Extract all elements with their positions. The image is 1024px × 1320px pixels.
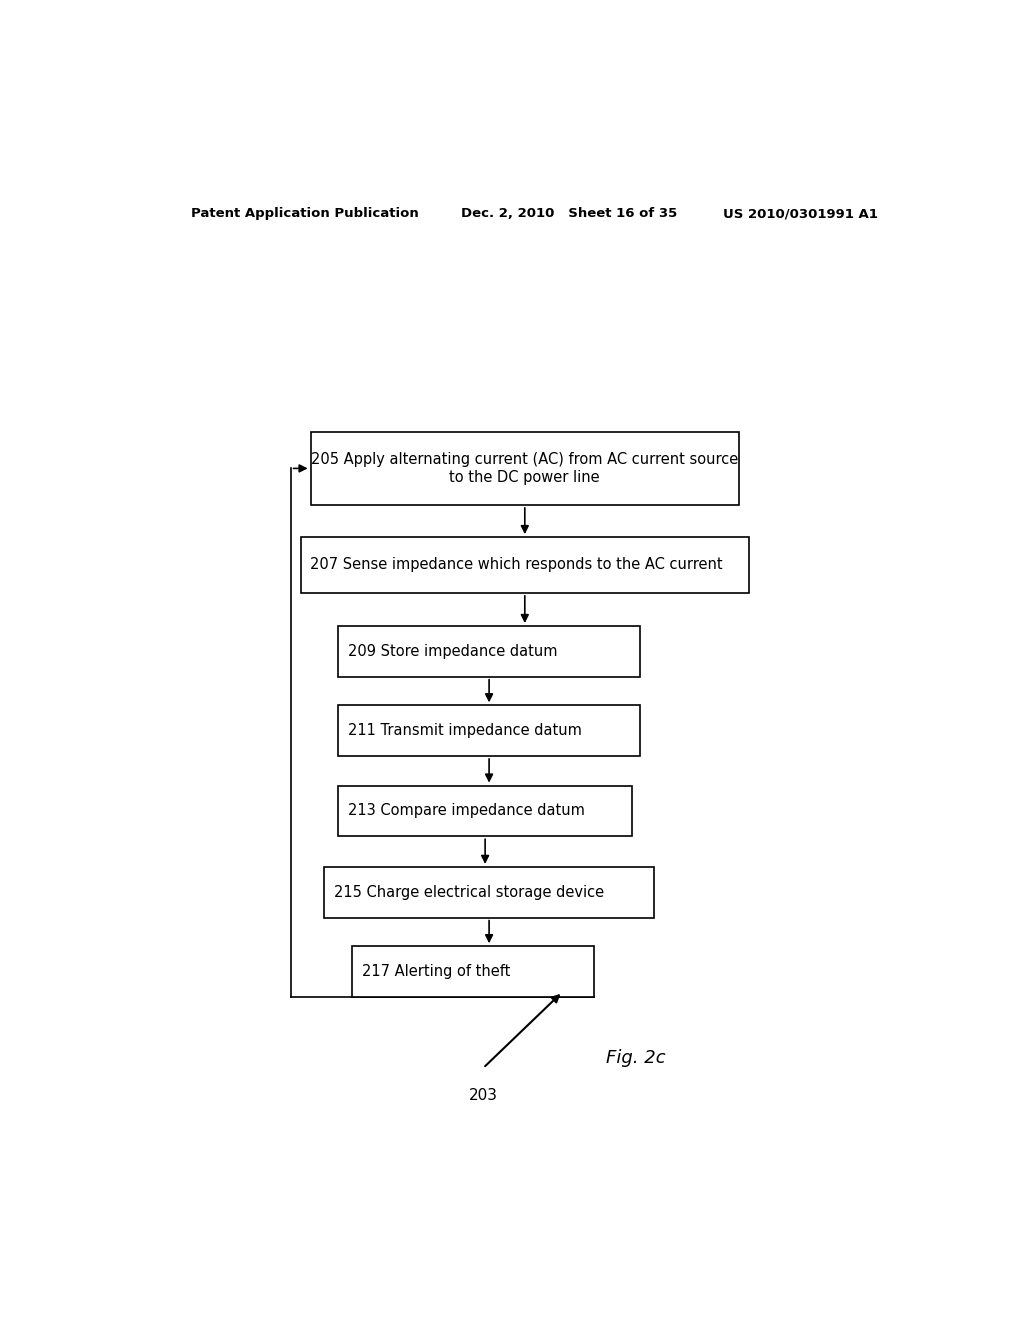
Text: 203: 203 — [469, 1089, 498, 1104]
Text: Dec. 2, 2010   Sheet 16 of 35: Dec. 2, 2010 Sheet 16 of 35 — [461, 207, 678, 220]
Text: Patent Application Publication: Patent Application Publication — [191, 207, 419, 220]
Text: 217 Alerting of theft: 217 Alerting of theft — [361, 964, 510, 979]
Text: 211 Transmit impedance datum: 211 Transmit impedance datum — [348, 723, 582, 738]
Text: US 2010/0301991 A1: US 2010/0301991 A1 — [723, 207, 878, 220]
Bar — [338, 626, 640, 677]
Text: 205 Apply alternating current (AC) from AC current source
to the DC power line: 205 Apply alternating current (AC) from … — [311, 453, 738, 484]
Text: 209 Store impedance datum: 209 Store impedance datum — [348, 644, 557, 659]
Text: Fig. 2c: Fig. 2c — [606, 1049, 666, 1067]
Text: 215 Charge electrical storage device: 215 Charge electrical storage device — [334, 884, 604, 900]
Bar — [338, 785, 632, 837]
Bar — [325, 867, 653, 917]
Bar — [352, 946, 594, 997]
Bar — [301, 537, 749, 593]
Bar — [310, 432, 739, 506]
Text: 207 Sense impedance which responds to the AC current: 207 Sense impedance which responds to th… — [310, 557, 723, 573]
Text: 213 Compare impedance datum: 213 Compare impedance datum — [348, 804, 585, 818]
Bar — [338, 705, 640, 756]
